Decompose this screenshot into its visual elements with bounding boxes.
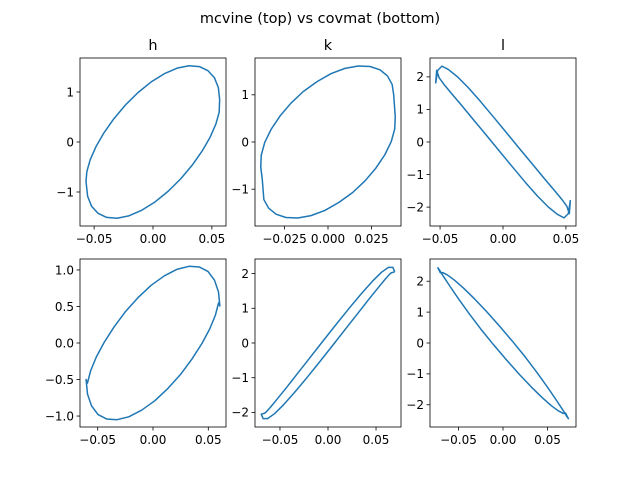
- y-tick-label: 1.0: [55, 263, 74, 277]
- y-tick-label: 0: [66, 135, 74, 149]
- x-tick-label: −0.05: [262, 433, 299, 447]
- axes-frame: [254, 57, 402, 227]
- subplot-title: k: [324, 38, 333, 54]
- series-line: [260, 266, 396, 420]
- y-tick-label: −1: [231, 371, 249, 385]
- subplot-1: −0.05 0.00 0.05 −1 0 1 h: [56, 38, 227, 246]
- y-tick-label: 0.5: [55, 300, 74, 314]
- x-tick-label: −0.05: [79, 433, 116, 447]
- y-tick-label: −1: [231, 182, 249, 196]
- subplot-title: l: [501, 38, 505, 54]
- x-tick-label: 0.05: [199, 232, 226, 246]
- y-tick-label: −2: [406, 398, 424, 412]
- x-tick-label: 0.00: [490, 232, 517, 246]
- x-tick-label: 0.025: [354, 232, 388, 246]
- x-tick-label: 0.00: [315, 433, 342, 447]
- x-tick-label: −0.05: [440, 433, 477, 447]
- series-line: [259, 65, 397, 219]
- y-tick-label: −0.5: [45, 373, 74, 387]
- y-tick-label: 0: [416, 336, 424, 350]
- subplot-6: −0.05 0.00 0.05 −2 −1 0 1 2: [406, 258, 577, 447]
- y-tick-label: 1: [241, 88, 249, 102]
- y-tick-label: 0: [241, 135, 249, 149]
- x-tick-label: 0.05: [363, 433, 390, 447]
- y-tick-label: −1.0: [45, 409, 74, 423]
- subplot-2: −0.025 0.000 0.025 −1 0 1 k: [231, 38, 402, 246]
- x-tick-label: −0.05: [422, 232, 459, 246]
- y-tick-label: 0: [416, 135, 424, 149]
- y-tick-label: −2: [406, 200, 424, 214]
- y-tick-label: 1: [241, 302, 249, 316]
- x-tick-label: 0.05: [553, 232, 580, 246]
- x-tick-label: 0.00: [140, 232, 167, 246]
- series-line: [436, 266, 570, 420]
- y-tick-label: −2: [231, 406, 249, 420]
- figure-suptitle: mcvine (top) vs covmat (bottom): [200, 11, 440, 27]
- axes-frame: [429, 258, 577, 428]
- x-tick-label: 0.05: [534, 433, 561, 447]
- series-line: [434, 65, 572, 219]
- axes-frame: [79, 57, 227, 227]
- y-tick-label: 0: [241, 336, 249, 350]
- y-tick-label: −1: [406, 168, 424, 182]
- y-tick-label: 1: [416, 103, 424, 117]
- subplot-3: −0.05 0.00 0.05 −2 −1 0 1 2 l: [406, 38, 579, 246]
- y-tick-label: −1: [56, 185, 74, 199]
- y-tick-label: −1: [406, 367, 424, 381]
- axes-frame: [254, 258, 402, 428]
- x-tick-label: −0.025: [262, 232, 306, 246]
- y-tick-label: 1: [416, 305, 424, 319]
- y-tick-label: 2: [416, 70, 424, 84]
- x-tick-label: 0.000: [311, 232, 345, 246]
- x-tick-label: 0.05: [195, 433, 222, 447]
- y-tick-label: 2: [241, 267, 249, 281]
- axes-frame: [429, 57, 577, 227]
- subplot-5: −0.05 0.00 0.05 −2 −1 0 1 2: [231, 258, 402, 447]
- subplot-title: h: [148, 38, 157, 54]
- subplot-4: −0.05 0.00 0.05 −1.0 −0.5 0.0 0.5 1.0: [45, 258, 227, 447]
- x-tick-label: 0.00: [140, 433, 167, 447]
- series-line: [85, 65, 221, 219]
- y-tick-label: 2: [416, 275, 424, 289]
- y-tick-label: 0.0: [55, 336, 74, 350]
- x-tick-label: 0.00: [490, 433, 517, 447]
- y-tick-label: 1: [66, 85, 74, 99]
- series-line: [85, 265, 221, 421]
- x-tick-label: −0.05: [76, 232, 113, 246]
